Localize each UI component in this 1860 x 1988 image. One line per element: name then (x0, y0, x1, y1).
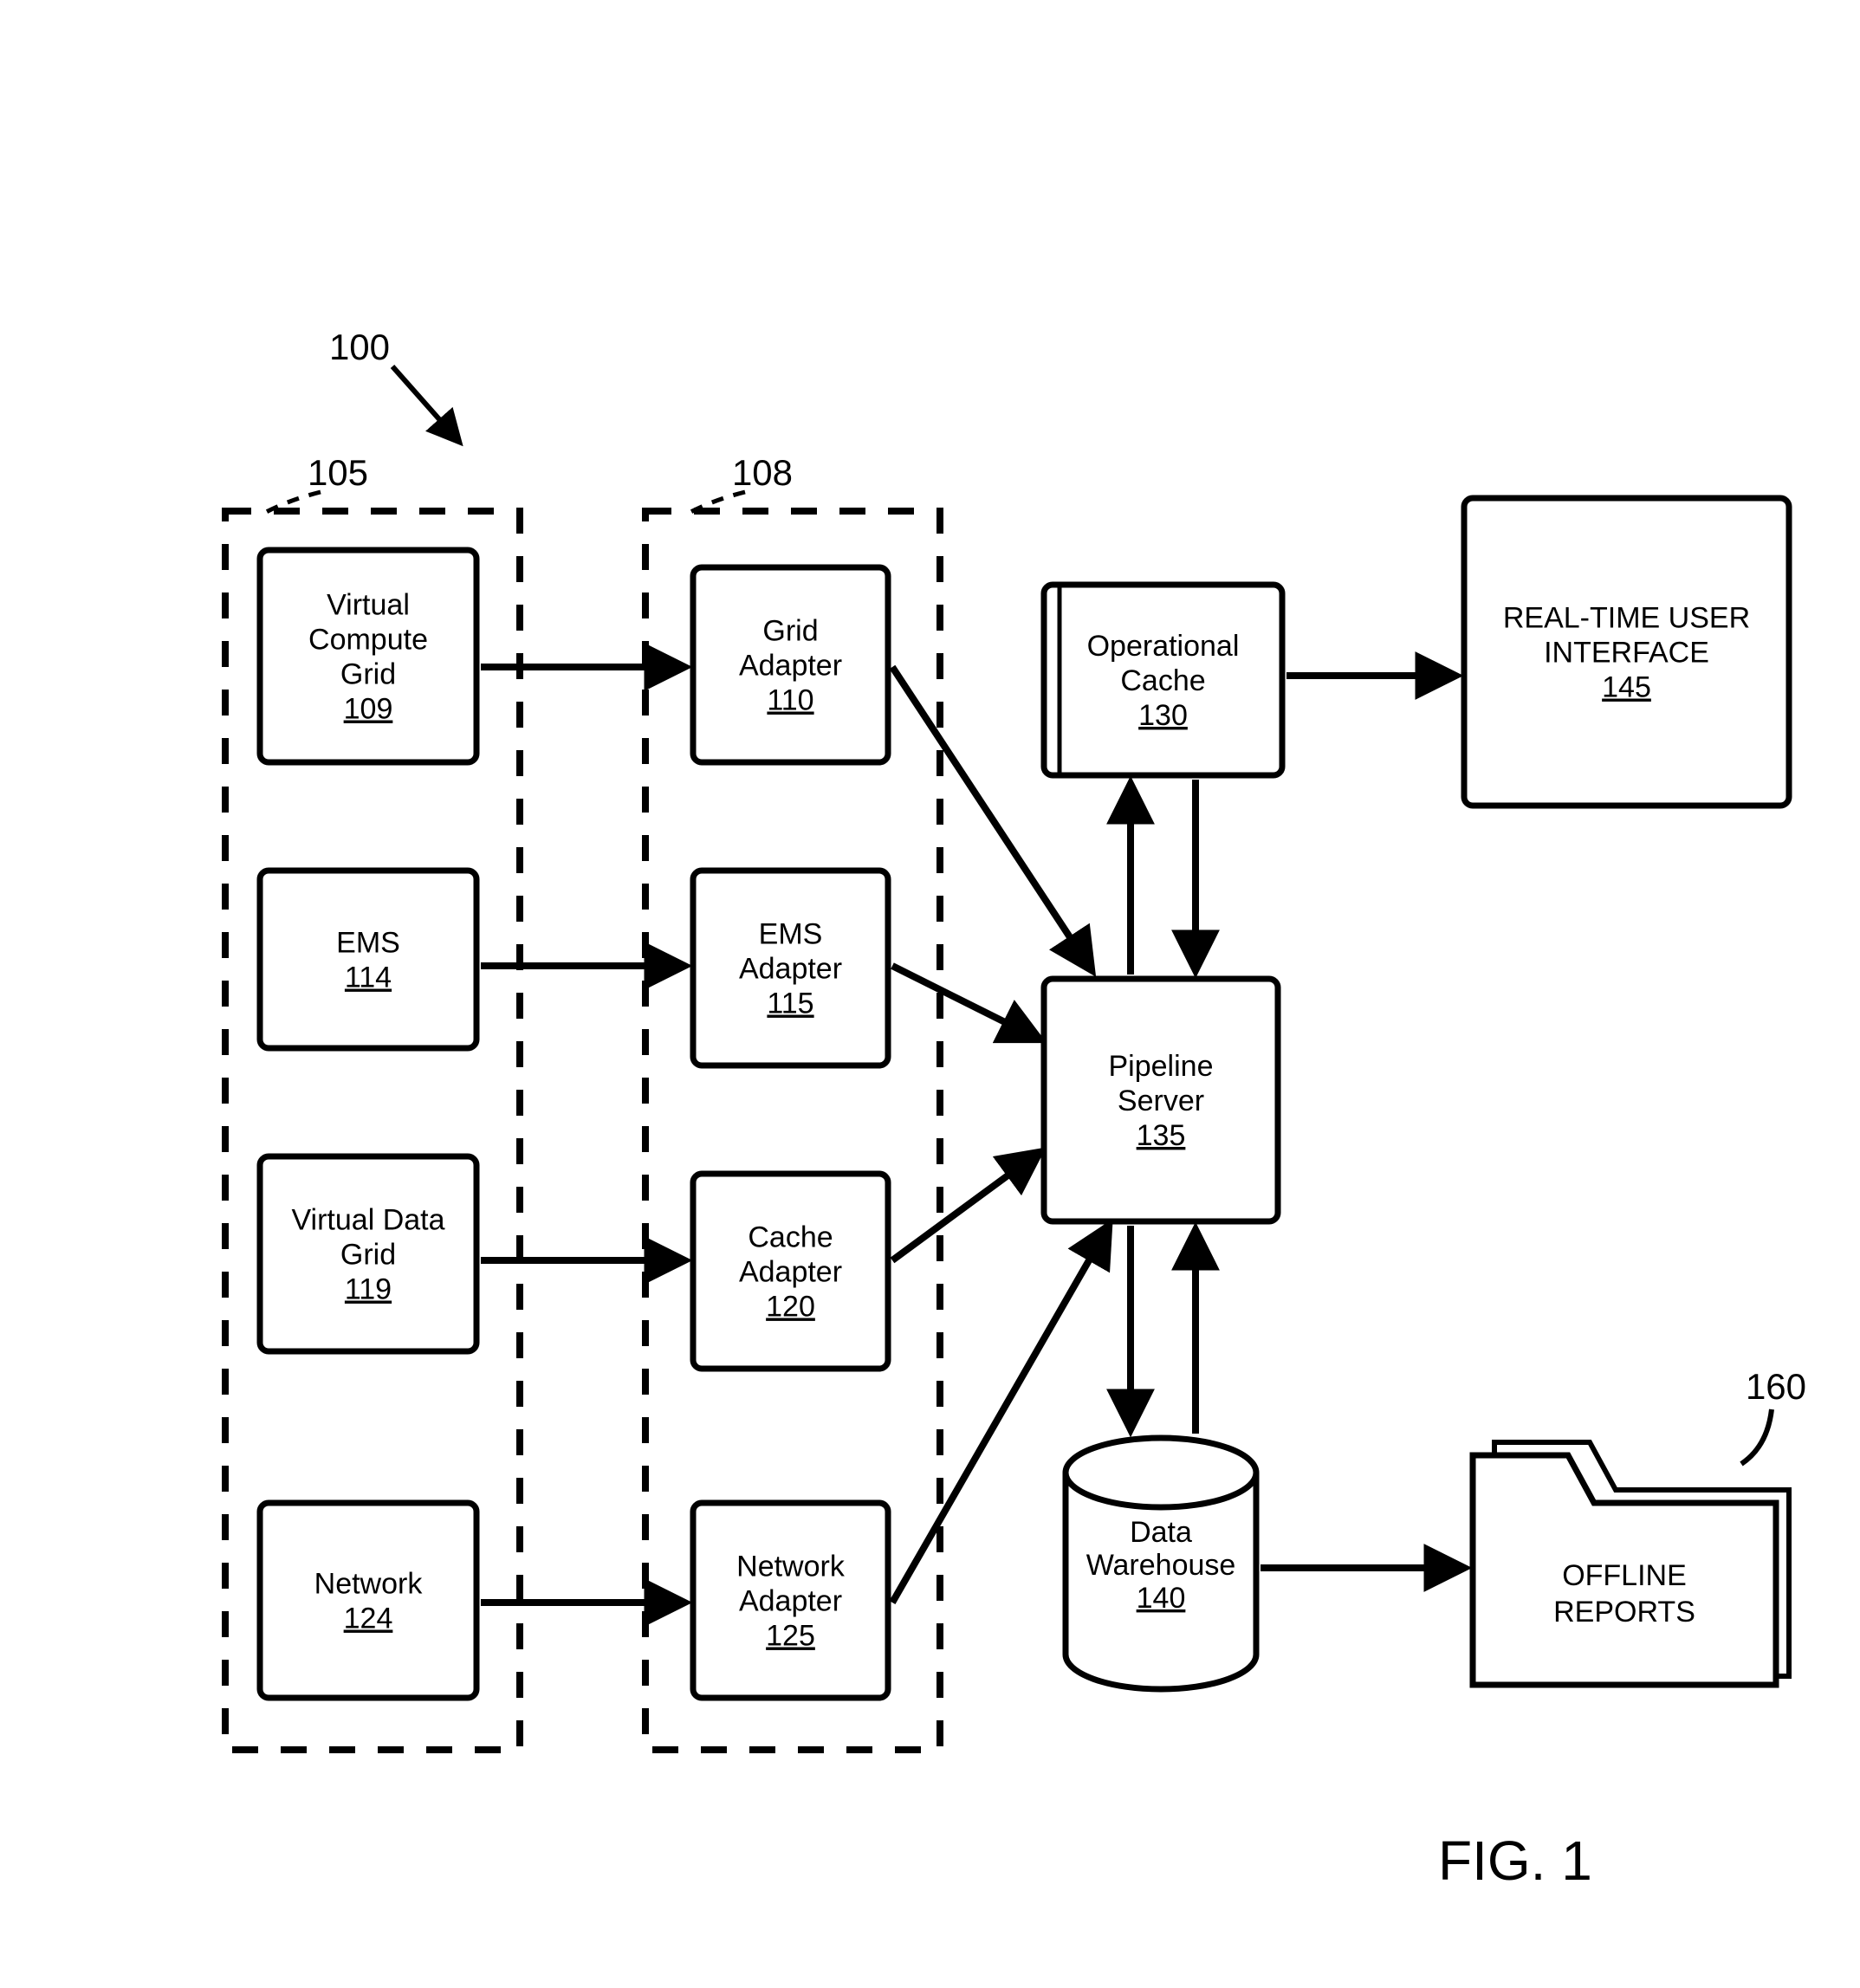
virtual-compute-grid-box (260, 550, 476, 762)
ems-box (260, 871, 476, 1048)
grid-adapter-label: Grid (762, 615, 818, 648)
virtual-compute-grid-label: Grid (340, 658, 396, 691)
network-num: 124 (344, 1603, 393, 1635)
reports-label: OFFLINE (1562, 1559, 1687, 1592)
data-warehouse-num: 140 (1137, 1582, 1186, 1615)
operational-cache-label: Operational (1087, 630, 1240, 663)
ems-adapter-label: EMS (759, 918, 823, 951)
grid-adapter-label: Adapter (739, 650, 842, 683)
virtual-compute-grid-num: 109 (344, 693, 393, 726)
arrow-ad-pipe-1 (892, 966, 1040, 1039)
ref-100: 100 (329, 327, 390, 367)
rtui-label: INTERFACE (1544, 637, 1709, 670)
figure-caption: FIG. 1 (1438, 1829, 1592, 1892)
ref-160-leader (1741, 1409, 1772, 1464)
operational-cache-label: Cache (1120, 664, 1205, 697)
network-adapter-label: Adapter (739, 1585, 842, 1618)
rtui-num: 145 (1602, 671, 1651, 704)
virtual-data-grid-label: Grid (340, 1239, 396, 1272)
ref-160: 160 (1746, 1366, 1806, 1407)
virtual-compute-grid-label: Virtual (327, 589, 410, 622)
ref-108: 108 (732, 452, 793, 493)
ref-105: 105 (308, 452, 368, 493)
network-box (260, 1503, 476, 1698)
cache-adapter-num: 120 (766, 1291, 815, 1324)
rtui-label: REAL-TIME USER (1503, 602, 1750, 635)
data-warehouse-top (1066, 1438, 1256, 1507)
virtual-compute-grid-label: Compute (308, 624, 428, 657)
pipeline-server-label: Pipeline (1109, 1050, 1214, 1083)
pipeline-server-num: 135 (1137, 1119, 1186, 1152)
grid-adapter-num: 110 (767, 684, 813, 717)
arrow-ad-pipe-2 (892, 1152, 1040, 1260)
ems-label: EMS (336, 927, 400, 960)
network-label: Network (314, 1568, 424, 1601)
data-warehouse-label: Data (1130, 1516, 1192, 1549)
virtual-data-grid-num: 119 (345, 1273, 392, 1306)
reports-label: REPORTS (1553, 1596, 1695, 1629)
ems-adapter-num: 115 (767, 988, 813, 1020)
cache-adapter-label: Adapter (739, 1256, 842, 1289)
ems-num: 114 (345, 962, 392, 994)
operational-cache-num: 130 (1138, 699, 1188, 732)
data-warehouse-label: Warehouse (1086, 1549, 1236, 1582)
ref-100-pointer (392, 366, 459, 442)
network-adapter-label: Network (736, 1551, 846, 1583)
virtual-data-grid-label: Virtual Data (291, 1204, 444, 1237)
pipeline-server-label: Server (1118, 1085, 1204, 1117)
network-adapter-num: 125 (766, 1620, 815, 1653)
cache-adapter-label: Cache (748, 1221, 833, 1254)
ems-adapter-label: Adapter (739, 953, 842, 986)
